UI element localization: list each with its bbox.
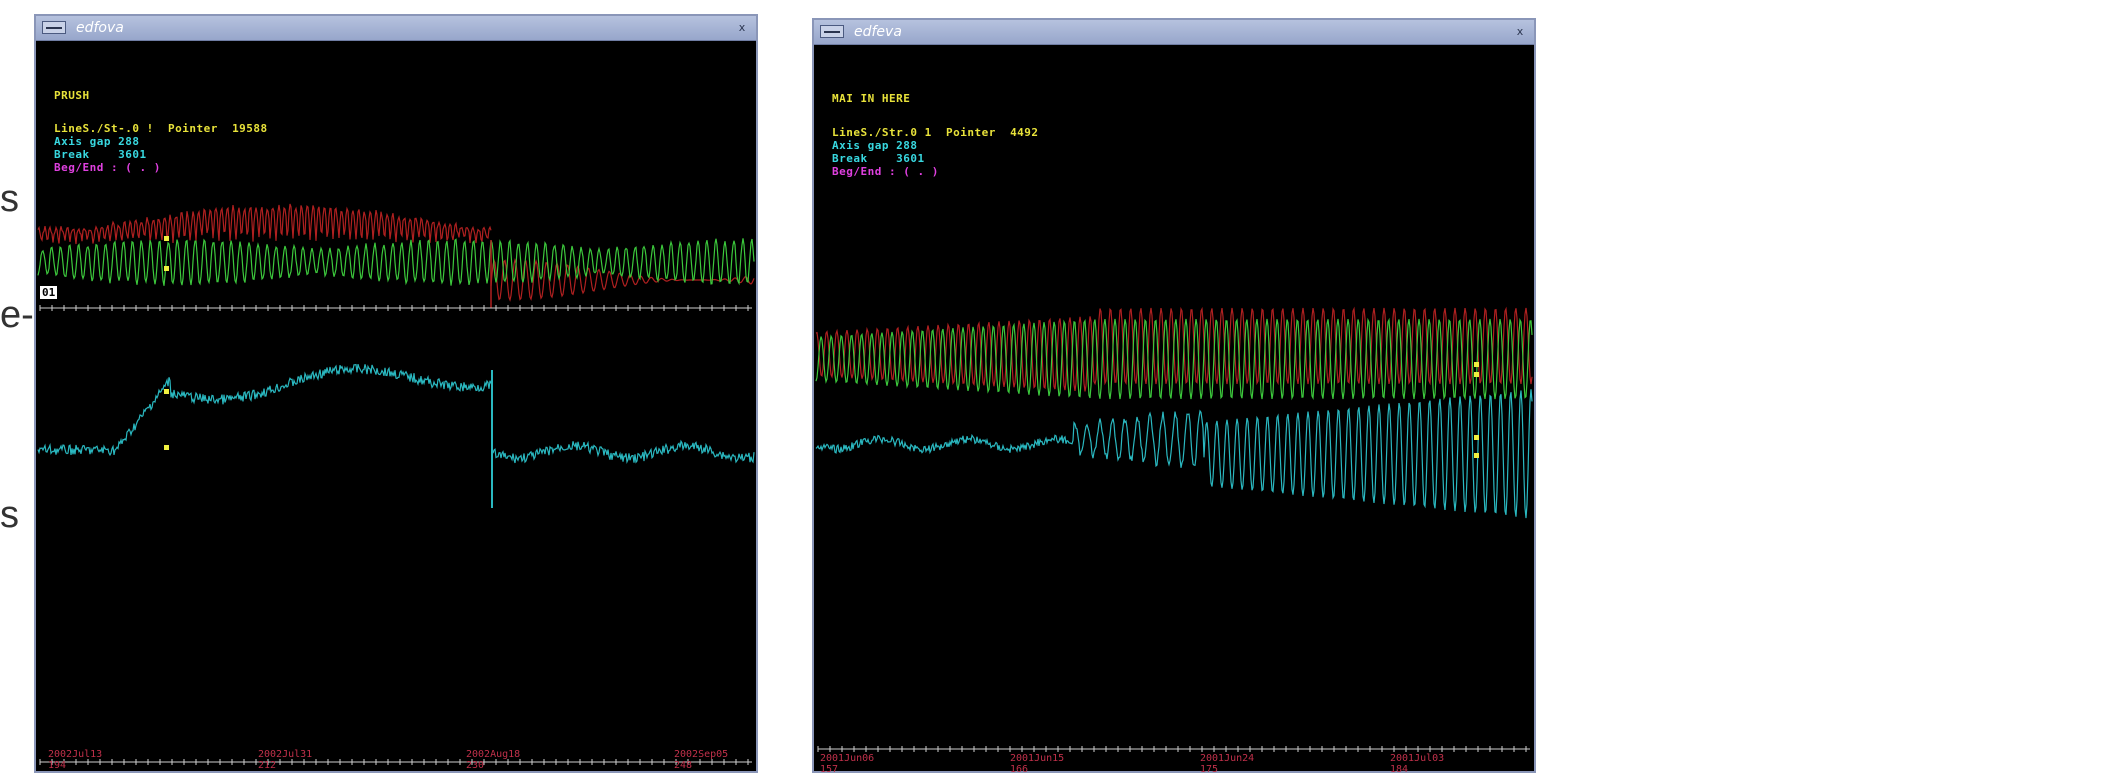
info-line-pointer: LineS./Str.0 1 Pointer 4492 — [832, 126, 1039, 139]
cyan-trace — [37, 363, 492, 457]
date-label: 2001Jun06 157 — [820, 753, 875, 775]
cursor-marker — [164, 445, 169, 450]
window-title: edfova — [76, 20, 124, 36]
date-label: 2002Sep05 248 — [674, 749, 729, 771]
cursor-marker — [1474, 372, 1479, 377]
left-window: edfova x PRUSH LineS./St-.0 ! Pointer 19… — [34, 14, 758, 773]
green-trace — [815, 317, 1533, 401]
cursor-marker — [164, 389, 169, 394]
date-label: 2001Jun15 166 — [1010, 753, 1065, 775]
mode-label: PRUSH — [54, 89, 90, 102]
cursor-marker — [1474, 435, 1479, 440]
left-titlebar[interactable]: edfova x — [36, 16, 756, 41]
date-label: 2001Jul03 184 — [1390, 753, 1445, 775]
close-icon[interactable]: x — [1516, 25, 1524, 38]
right-titlebar[interactable]: edfeva x — [814, 20, 1534, 45]
info-line-beg-end: Beg/End : ( . ) — [54, 161, 161, 174]
close-icon[interactable]: x — [738, 21, 746, 34]
date-label: 2002Jul31 212 — [258, 749, 313, 771]
page-text-fragment: s — [0, 178, 19, 220]
info-line-pointer: LineS./St-.0 ! Pointer 19588 — [54, 122, 268, 135]
system-menu-icon[interactable] — [820, 25, 844, 38]
mode-label: MAI IN HERE — [832, 92, 911, 105]
cursor-marker — [164, 266, 169, 271]
left-plot — [37, 203, 755, 765]
page-text-fragment: e- — [0, 294, 34, 336]
page-text-fragment: s — [0, 494, 19, 536]
info-line-break: Break 3601 — [832, 152, 925, 165]
date-label: 2002Jul13 194 — [48, 749, 103, 771]
cyan-trace — [815, 389, 1533, 519]
cyan-trace — [492, 439, 755, 465]
channel-label: 01 — [40, 286, 58, 299]
info-line-beg-end: Beg/End : ( . ) — [832, 165, 939, 178]
info-line-break: Break 3601 — [54, 148, 147, 161]
info-line-axis-gap: Axis gap 288 — [832, 139, 918, 152]
cursor-marker — [164, 236, 169, 241]
cursor-marker — [1474, 362, 1479, 367]
system-menu-icon[interactable] — [42, 21, 66, 34]
window-title: edfeva — [854, 24, 902, 40]
right-window: edfeva x MAI IN HERE LineS./Str.0 1 Poin… — [812, 18, 1536, 775]
right-plot — [815, 306, 1533, 752]
green-trace — [37, 238, 755, 286]
date-label: 2002Aug18 230 — [466, 749, 521, 771]
cursor-marker — [1474, 453, 1479, 458]
red-trace — [37, 203, 492, 245]
info-line-axis-gap: Axis gap 288 — [54, 135, 140, 148]
date-label: 2001Jun24 175 — [1200, 753, 1255, 775]
